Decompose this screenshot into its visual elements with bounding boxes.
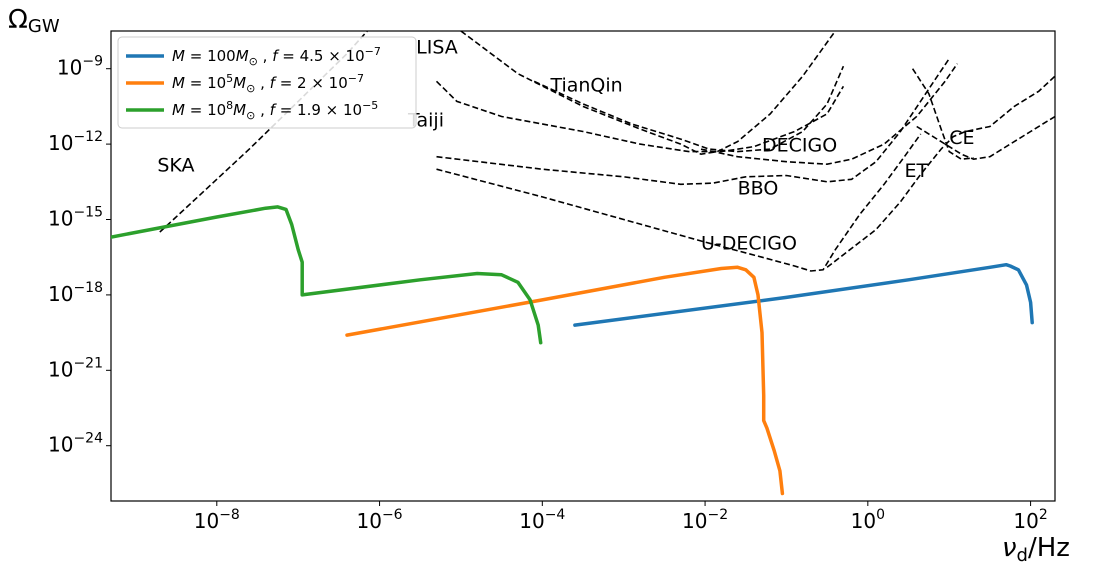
y-tick-label: 10−21 xyxy=(48,355,103,381)
y-tick-label: 10−18 xyxy=(48,280,103,306)
axis-ticks: 10−8 10−6 10−4 10−2 100 102 10−9 10−12 10−15 10−1… xyxy=(48,54,1048,533)
legend-label-1: M = 100M⊙ , f = 4.5 × 10−7 xyxy=(172,45,381,68)
series-line-1 xyxy=(573,262,1034,327)
legend-label-2: M = 105M⊙ , f = 2 × 10−7 xyxy=(172,72,364,95)
detector-curve-et xyxy=(826,75,1055,268)
detector-curve-ce xyxy=(916,115,1055,161)
x-axis-title: νd/Hz xyxy=(1002,533,1070,564)
y-axis-title: ΩGW xyxy=(8,5,60,37)
y-tick-label: 10−12 xyxy=(48,129,103,155)
detector-label-ska: SKA xyxy=(157,155,194,177)
detector-label-ce: CE xyxy=(949,127,974,149)
x-tick-label: 100 xyxy=(851,507,885,533)
detector-curve-lisa xyxy=(460,31,836,156)
x-tick-label: 10−2 xyxy=(682,507,728,533)
y-tick-label: 10−15 xyxy=(48,205,103,231)
data-series xyxy=(111,205,1034,496)
detector-label-bbo: BBO xyxy=(738,177,779,199)
legend: M = 100M⊙ , f = 4.5 × 10−7 M = 105M⊙ , f … xyxy=(117,36,417,129)
x-tick-label: 102 xyxy=(1013,507,1047,533)
y-tick-label: 10−9 xyxy=(57,54,103,80)
detector-label-et: ET xyxy=(904,160,928,182)
detector-label-tianqin: TianQin xyxy=(549,74,622,96)
x-tick-label: 10−6 xyxy=(357,507,403,533)
detector-curve-u-decigo xyxy=(436,133,922,272)
detector-curve-taiji xyxy=(435,80,845,153)
y-tick-label: 10−24 xyxy=(48,431,103,457)
x-tick-label: 10−4 xyxy=(519,507,565,533)
detector-curve-tianqin xyxy=(533,65,845,153)
detector-curve-bbo xyxy=(436,58,950,186)
detector-label-u-decigo: U-DECIGO xyxy=(701,233,797,255)
detector-label-decigo: DECIGO xyxy=(762,135,837,157)
series-line-2 xyxy=(345,265,785,496)
legend-label-3: M = 108M⊙ , f = 1.9 × 10−5 xyxy=(172,99,378,122)
x-tick-label: 10−8 xyxy=(194,507,240,533)
series-line-3 xyxy=(111,205,543,345)
legend-box xyxy=(117,36,417,129)
detector-label-lisa: LISA xyxy=(416,37,458,59)
